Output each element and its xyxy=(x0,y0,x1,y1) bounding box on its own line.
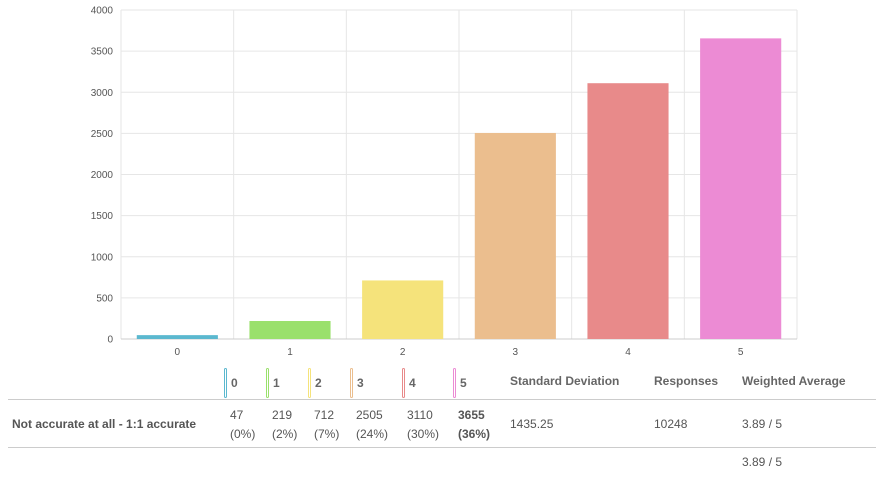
x-tick-label: 2 xyxy=(400,347,406,358)
responses-value: 10248 xyxy=(654,417,688,431)
bar-4 xyxy=(587,83,669,339)
results-table: 0 1 2 3 4 5 Standard Deviation Responses… xyxy=(0,364,896,487)
swatch-3-icon xyxy=(350,368,353,398)
swatch-0-icon xyxy=(224,368,227,398)
footer-weighted-average: 3.89 / 5 xyxy=(742,455,783,469)
choice-header-1: 1 xyxy=(266,368,280,398)
choice-header-5: 5 xyxy=(453,368,467,398)
x-tick-label: 4 xyxy=(625,347,631,358)
cell-choice-5: 3655 (36%) xyxy=(458,408,491,441)
y-tick-label: 500 xyxy=(96,293,113,304)
bar-2 xyxy=(362,280,444,339)
y-tick-label: 1000 xyxy=(91,252,114,263)
bar-5 xyxy=(700,38,782,339)
y-tick-label: 2500 xyxy=(91,129,114,140)
x-tick-label: 3 xyxy=(513,347,519,358)
swatch-4-icon xyxy=(402,368,405,398)
choice-header-3: 3 xyxy=(350,368,364,398)
weighted-average-header: Weighted Average xyxy=(742,374,846,388)
row-divider xyxy=(8,447,876,448)
stddev-header: Standard Deviation xyxy=(510,374,620,388)
y-tick-label: 3500 xyxy=(91,47,114,58)
swatch-1-icon xyxy=(266,368,269,398)
y-tick-label: 1500 xyxy=(91,211,114,222)
cell-choice-3: 2505 (24%) xyxy=(356,408,389,441)
responses-header: Responses xyxy=(654,374,719,388)
bar-1 xyxy=(249,320,331,339)
row-divider xyxy=(8,399,876,400)
cell-choice-4: 3110 (30%) xyxy=(407,408,440,441)
swatch-5-icon xyxy=(453,368,456,398)
x-tick-label: 1 xyxy=(287,347,293,358)
y-tick-label: 0 xyxy=(107,335,113,346)
stddev-value: 1435.25 xyxy=(510,417,554,431)
choice-header-0: 0 xyxy=(224,368,238,398)
bar-chart: 0 500 1000 1500 2000 2500 3000 3500 4000 0 1 2 3 4 5 xyxy=(91,6,798,358)
cell-choice-1: 219 (2%) xyxy=(272,408,298,441)
cell-choice-0: 47 (0%) xyxy=(230,408,256,441)
choice-header-2: 2 xyxy=(308,368,322,398)
y-tick-label: 2000 xyxy=(91,170,114,181)
x-tick-label: 0 xyxy=(175,347,181,358)
row-label: Not accurate at all - 1:1 accurate xyxy=(12,417,197,431)
choice-header-4: 4 xyxy=(402,368,416,398)
bar-3 xyxy=(474,132,556,339)
swatch-2-icon xyxy=(308,368,311,398)
y-tick-label: 3000 xyxy=(91,88,114,99)
cell-choice-2: 712 (7%) xyxy=(314,408,340,441)
bar-0 xyxy=(136,335,218,339)
y-tick-label: 4000 xyxy=(91,6,114,17)
x-tick-label: 5 xyxy=(738,347,744,358)
weighted-average-value: 3.89 / 5 xyxy=(742,417,783,431)
